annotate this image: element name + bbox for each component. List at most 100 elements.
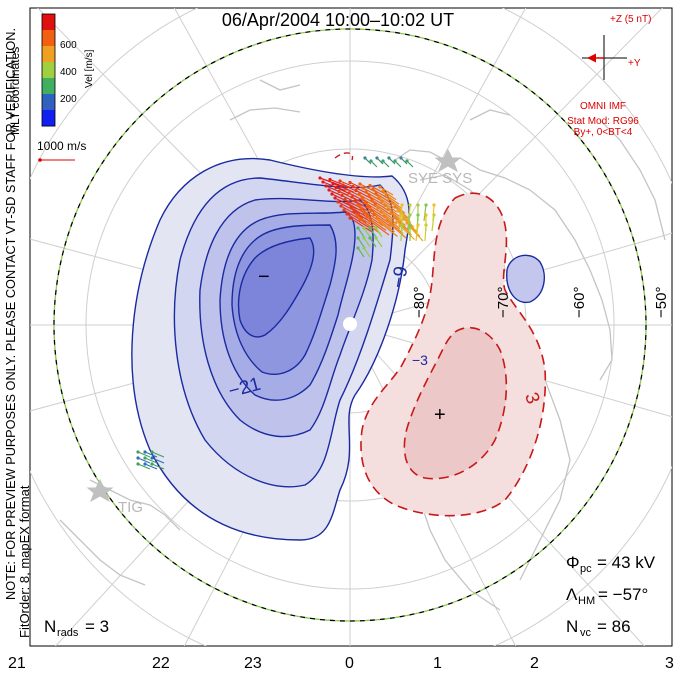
velocity-vector-origin: [378, 220, 382, 225]
svg-text:= −57°: = −57°: [598, 585, 648, 604]
velocity-vector: [358, 193, 377, 205]
velocity-vector: [151, 457, 165, 464]
potential-minimum-marker: −: [258, 266, 270, 288]
velocity-vector-origin: [143, 462, 147, 466]
velocity-vector-origin: [362, 246, 366, 250]
lat-label-50: −50°: [653, 287, 670, 318]
velocity-vector-origin: [369, 159, 373, 163]
velocity-vector-origin: [346, 201, 350, 206]
velocity-vector: [144, 463, 158, 470]
velocity-vector-origin: [342, 208, 346, 212]
velocity-vector-origin: [150, 450, 154, 454]
velocity-vector: [381, 201, 397, 213]
velocity-vector-origin: [377, 195, 381, 200]
velocity-vector-origin: [387, 197, 391, 201]
velocity-colorbar: [41, 13, 56, 127]
velocity-vector-origin: [352, 209, 356, 214]
velocity-vector: [379, 222, 398, 237]
velocity-vector-origin: [370, 198, 374, 202]
contour-label-m3: −3: [412, 352, 428, 368]
velocity-vector: [366, 216, 387, 231]
colorbar-tick-400: 400: [60, 67, 77, 78]
velocity-vector-origin: [136, 456, 140, 460]
velocity-vector-origin: [379, 210, 383, 214]
svg-text:HM: HM: [578, 595, 595, 607]
velocity-vector: [337, 201, 361, 215]
velocity-vector-origin: [374, 226, 378, 230]
velocity-vector-origin: [405, 159, 409, 163]
velocity-vector-origin: [378, 185, 382, 189]
velocity-vector: [362, 187, 380, 198]
velocity-vector-origin: [321, 180, 325, 184]
svg-text:pc: pc: [580, 563, 592, 575]
velocity-vector: [352, 185, 371, 196]
velocity-vector-origin: [365, 215, 369, 219]
velocity-vector-origin: [424, 203, 428, 207]
svg-text:Λ: Λ: [566, 585, 578, 604]
velocity-vector: [356, 214, 378, 230]
mlt-axis: 21 22 23 0 1 2 3: [8, 655, 674, 672]
colorbar-swatch: [42, 30, 55, 47]
velocity-vector-origin: [143, 456, 147, 460]
mlt-tick-3: 3: [665, 655, 674, 672]
fit-order-label: FitOrder: 8, mapEX format: [17, 485, 32, 638]
velocity-vector: [400, 224, 403, 242]
velocity-vector-origin: [408, 203, 412, 207]
velocity-vector-origin: [356, 236, 360, 240]
velocity-vector-origin: [372, 212, 376, 217]
velocity-vector-origin: [334, 185, 338, 190]
velocity-vector-origin: [357, 192, 361, 197]
velocity-vector: [355, 189, 374, 201]
velocity-vector: [390, 213, 406, 227]
velocity-vector-origin: [375, 156, 379, 160]
positive-cell: [334, 152, 547, 517]
velocity-vector-origin: [382, 214, 386, 218]
stat-lambda-hm: Λ HM = −57°: [566, 585, 648, 607]
imf-source: OMNI IMF: [580, 101, 626, 112]
velocity-vector: [380, 211, 398, 225]
velocity-vector-origin: [392, 215, 396, 220]
velocity-vector-origin: [337, 189, 341, 194]
velocity-vector-origin: [359, 207, 363, 211]
velocity-vector-origin: [350, 195, 354, 199]
colorbar-label: Vel [m/s]: [84, 49, 95, 88]
velocity-vector: [346, 213, 370, 228]
velocity-vector-origin: [355, 213, 359, 218]
velocity-vector-origin: [363, 200, 367, 205]
mlt-tick-23: 23: [244, 655, 262, 672]
velocity-vector: [144, 457, 158, 464]
velocity-vector-origin: [356, 203, 360, 207]
velocity-vector-origin: [367, 194, 371, 198]
velocity-vector-origin: [408, 213, 412, 217]
velocity-vector-origin: [358, 217, 362, 222]
svg-text:= 43 kV: = 43 kV: [597, 553, 656, 572]
velocity-vector: [365, 191, 383, 202]
velocity-vector: [369, 227, 377, 238]
colorbar-swatch: [42, 62, 55, 79]
velocity-vector-origin: [360, 196, 364, 201]
velocity-vector-origin: [136, 450, 140, 454]
colorbar-swatch: [42, 78, 55, 95]
velocity-vector: [396, 221, 412, 236]
velocity-vector-origin: [374, 236, 378, 240]
potential-maximum-marker: +: [434, 404, 446, 426]
negative-contour-small-1: [506, 254, 546, 304]
velocity-vector-origin: [362, 236, 366, 240]
velocity-vector-origin: [364, 190, 368, 194]
velocity-vector: [388, 198, 403, 210]
velocity-vector: [375, 192, 391, 204]
velocity-vector-origin: [136, 462, 140, 466]
colorbar-outline: [41, 13, 56, 127]
velocity-vector-origin: [150, 456, 154, 460]
velocity-vector-origin: [381, 159, 385, 163]
velocity-vector-origin: [416, 213, 420, 217]
preview-watermark: NOTE: FOR PREVIEW PURPOSES ONLY. PLEASE …: [3, 28, 18, 600]
velocity-vector-origin: [416, 203, 420, 207]
imf-y-label: +Y: [628, 58, 641, 69]
velocity-vector-origin: [424, 213, 428, 217]
lat-label-60: −60°: [571, 287, 588, 318]
velocity-vector-origin: [387, 156, 391, 160]
velocity-vector: [349, 217, 373, 233]
velocity-vector-origin: [369, 208, 373, 213]
velocity-vector-origin: [405, 221, 409, 225]
